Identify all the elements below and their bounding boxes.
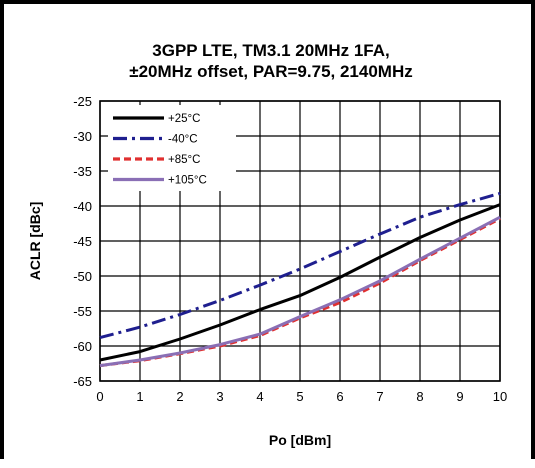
legend-label: +105°C [168,175,207,187]
y-tick-label: -45 [73,234,92,249]
series-line-3 [99,215,501,368]
legend-label: -40°C [168,134,198,146]
x-axis-label: Po [dBm] [269,432,331,448]
legend-label: +85°C [168,154,200,166]
y-tick-label: -25 [73,94,92,109]
y-axis-label: ACLR [dBc] [27,202,43,281]
series-line-1 [99,191,501,340]
x-tick-label: 3 [216,389,223,404]
x-tick-label: 2 [176,389,183,404]
x-tick-label: 0 [96,389,103,404]
series-lines [99,191,501,368]
y-tick-label: -30 [73,129,92,144]
x-tick-label: 9 [456,389,463,404]
y-tick-label: -65 [73,374,92,389]
chart-subtitle: ±20MHz offset, PAR=9.75, 2140MHz [129,62,412,81]
legend-label: +25°C [168,113,200,125]
y-tick-label: -55 [73,304,92,319]
y-tick-label: -50 [73,269,92,284]
x-tick-label: 4 [256,389,263,404]
y-tick-label: -40 [73,199,92,214]
tick-labels: 0 1 2 3 4 5 6 7 8 9 10 -25 -30 -35 -40 -45 -50 -55 -60 -65 [73,94,507,404]
x-tick-label: 8 [416,389,423,404]
legend: +25°C -40°C +85°C +105°C [108,105,236,191]
y-tick-label: -35 [73,164,92,179]
plot-area-border [99,100,501,382]
x-tick-label: 7 [376,389,383,404]
x-tick-label: 5 [296,389,303,404]
x-tick-label: 10 [493,389,507,404]
series-line-0 [99,203,501,362]
x-tick-label: 6 [336,389,343,404]
line-chart: 3GPP LTE, TM3.1 20MHz 1FA, ±20MHz offset… [27,41,507,448]
y-tick-label: -60 [73,339,92,354]
x-tick-label: 1 [136,389,143,404]
chart-title: 3GPP LTE, TM3.1 20MHz 1FA, [152,41,389,60]
